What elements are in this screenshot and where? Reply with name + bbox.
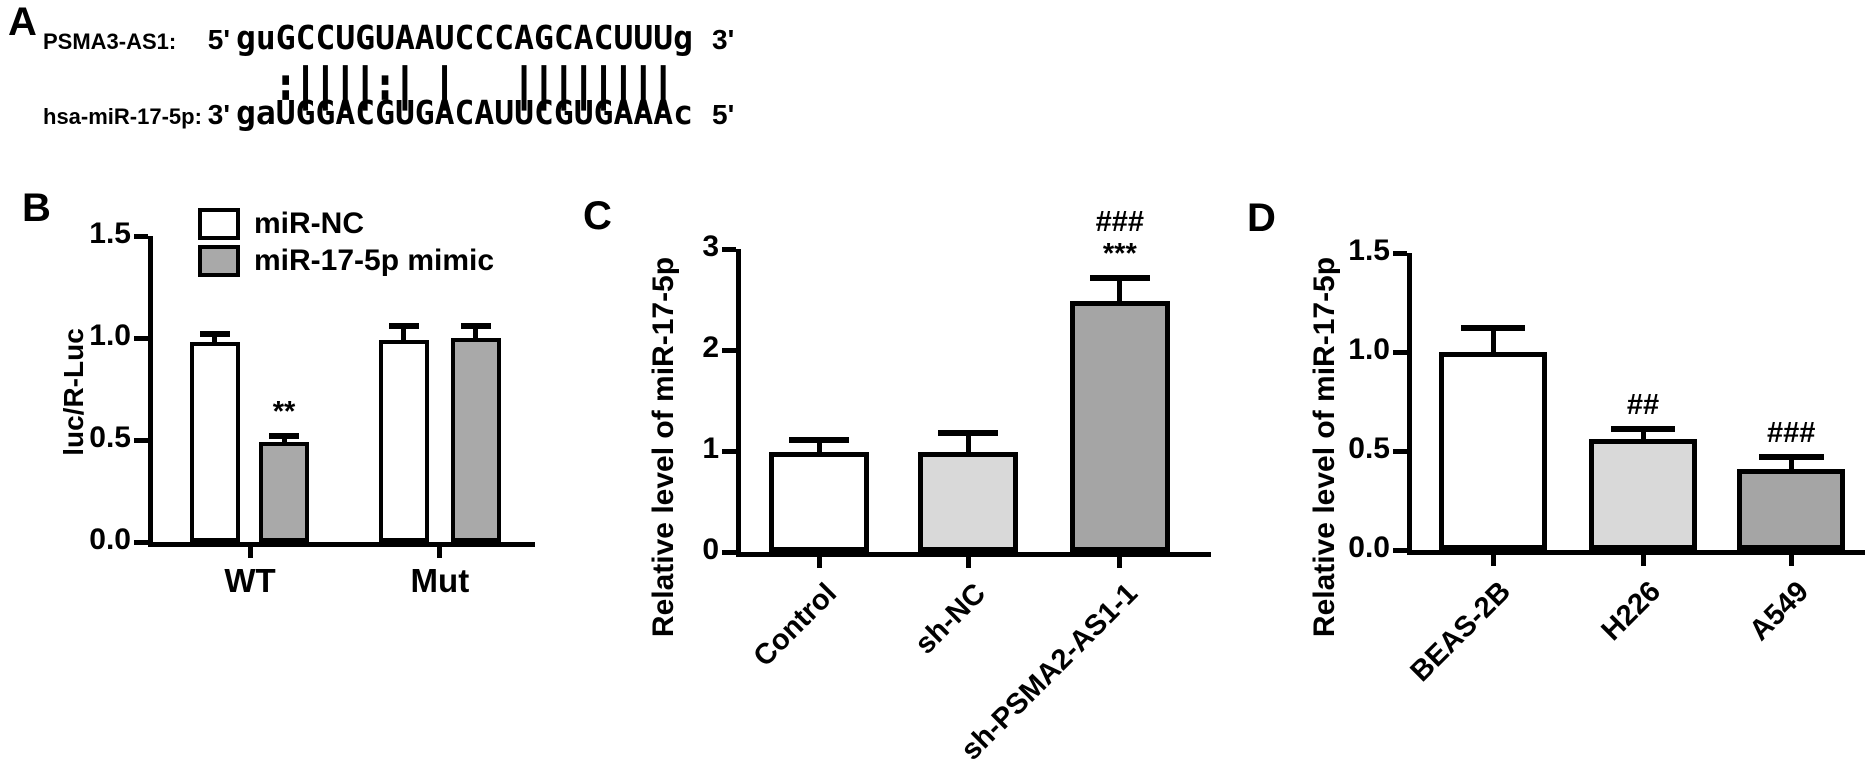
y-axis-line [736, 249, 741, 557]
error-bar-stem [212, 333, 218, 346]
x-axis-line [736, 552, 1211, 557]
significance-label: ### *** [1095, 206, 1144, 271]
x-tick [816, 557, 822, 568]
error-bar-stem [473, 325, 479, 341]
y-tick [134, 233, 148, 239]
x-tick [965, 557, 971, 568]
y-tick-label: 2 [702, 331, 719, 364]
panel-D-bar-BEAS-2B [1439, 352, 1548, 550]
panel-B-bar-miR-17-5p mimic-WT [259, 442, 310, 542]
panel-a-line1-name: PSMA3-AS1: [43, 29, 177, 54]
error-bar-stem [1117, 278, 1123, 304]
legend: miR-NC miR-17-5p mimic [198, 208, 538, 288]
panel-B-bar-miR-17-5p mimic-Mut [450, 338, 501, 542]
legend-swatch [198, 245, 240, 277]
error-bar-stem [281, 435, 287, 446]
panel-a-line2-end3: 3' [207, 99, 230, 130]
error-bar-stem [401, 325, 407, 344]
y-tick-label: 0.5 [1348, 432, 1390, 465]
panel-c-label: C [583, 194, 612, 238]
y-tick [1393, 250, 1407, 256]
panel-a-alignment-row: :||||:| | |||||||| [236, 61, 674, 106]
x-group-label: Mut [410, 562, 470, 599]
x-group-label: WT [224, 562, 276, 599]
legend-item: miR-17-5p mimic [198, 245, 538, 277]
x-tick [1788, 555, 1794, 566]
y-axis-title: Relative level of miR-17-5p [647, 256, 680, 638]
y-tick-label: 1.5 [1348, 234, 1390, 267]
error-bar-cap [1460, 325, 1526, 332]
panel-a-label: A [8, 0, 37, 44]
error-bar-cap [1758, 453, 1824, 460]
y-axis-line [1407, 253, 1412, 555]
y-tick-label: 0 [702, 533, 719, 566]
panel-C-bar-sh-NC [918, 452, 1018, 552]
y-tick-label: 1 [702, 432, 719, 465]
panel-a-line1-end3: 3' [712, 24, 735, 55]
y-tick [134, 437, 148, 443]
significance-label: ** [272, 395, 296, 428]
y-tick [722, 347, 736, 353]
legend-item: miR-NC [198, 208, 538, 240]
y-tick-label: 1.5 [89, 217, 131, 250]
y-tick [1393, 448, 1407, 454]
error-bar-cap [460, 322, 491, 329]
y-tick [722, 549, 736, 555]
error-bar-cap [938, 429, 998, 436]
error-bar-stem [965, 432, 971, 455]
panel-d-label: D [1247, 196, 1276, 240]
x-axis-line [1407, 550, 1865, 555]
panel-a-line2-sequence: gaUGGACGUGACAUUCGUGAAAc [236, 93, 693, 132]
panel-C-bar-Control [769, 452, 870, 552]
error-bar-stem [1640, 429, 1646, 443]
y-tick-label: 0.0 [1348, 531, 1390, 564]
y-tick-label: 0.0 [89, 523, 131, 556]
y-tick [722, 246, 736, 252]
y-tick-label: 3 [702, 230, 719, 263]
y-tick-label: 0.5 [89, 421, 131, 454]
panel-a-line1-sequence: guGCCUGUAAUCCCAGCACUUUg [236, 18, 693, 57]
error-bar-stem [816, 439, 822, 455]
panel-C-bar-sh-PSMA2-AS1-1 [1069, 300, 1170, 552]
panel-D-bar-H226 [1589, 439, 1698, 550]
x-tick [1640, 555, 1646, 566]
error-bar-stem [1788, 456, 1794, 472]
error-bar-cap [1089, 275, 1150, 282]
error-bar-stem [1490, 328, 1496, 355]
y-axis-title: luc/R-Luc [58, 328, 89, 456]
y-tick [722, 448, 736, 454]
legend-swatch [198, 208, 240, 240]
significance-label: ### [1766, 416, 1816, 449]
y-tick [1393, 349, 1407, 355]
x-axis-line [148, 542, 535, 547]
panel-b-label: B [22, 186, 51, 230]
panel-a-line1-end5: 5' [207, 24, 230, 55]
error-bar-cap [1610, 426, 1676, 433]
error-bar-cap [388, 322, 419, 329]
panel-D-bar-A549 [1737, 468, 1846, 550]
error-bar-cap [789, 436, 850, 443]
panel-B-bar-miR-NC-Mut [378, 340, 429, 542]
base-pairing-marks: :||||:| | |||||||| [236, 58, 674, 110]
y-axis-title: Relative level of miR-17-5p [1308, 256, 1341, 638]
x-tick [1117, 557, 1123, 568]
figure-canvas: A PSMA3-AS1: 5' guGCCUGUAAUCCCAGCACUUUg … [8, 0, 1865, 767]
y-tick [134, 335, 148, 341]
legend-label: miR-NC [254, 207, 364, 240]
y-axis-line [148, 236, 153, 547]
x-tick [1490, 555, 1496, 566]
x-tick [247, 547, 253, 558]
y-tick-label: 1.0 [89, 319, 131, 352]
y-tick [1393, 547, 1407, 553]
error-bar-cap [199, 330, 230, 337]
panel-a-line2-name: hsa-miR-17-5p: [43, 104, 202, 129]
panel-a-line2-end5: 5' [712, 99, 735, 130]
panel-B-bar-miR-NC-WT [189, 342, 240, 542]
y-tick [134, 539, 148, 545]
legend-label: miR-17-5p mimic [254, 244, 495, 277]
x-tick [437, 547, 443, 558]
y-tick-label: 1.0 [1348, 333, 1390, 366]
error-bar-cap [269, 432, 300, 439]
significance-label: ## [1626, 389, 1660, 422]
